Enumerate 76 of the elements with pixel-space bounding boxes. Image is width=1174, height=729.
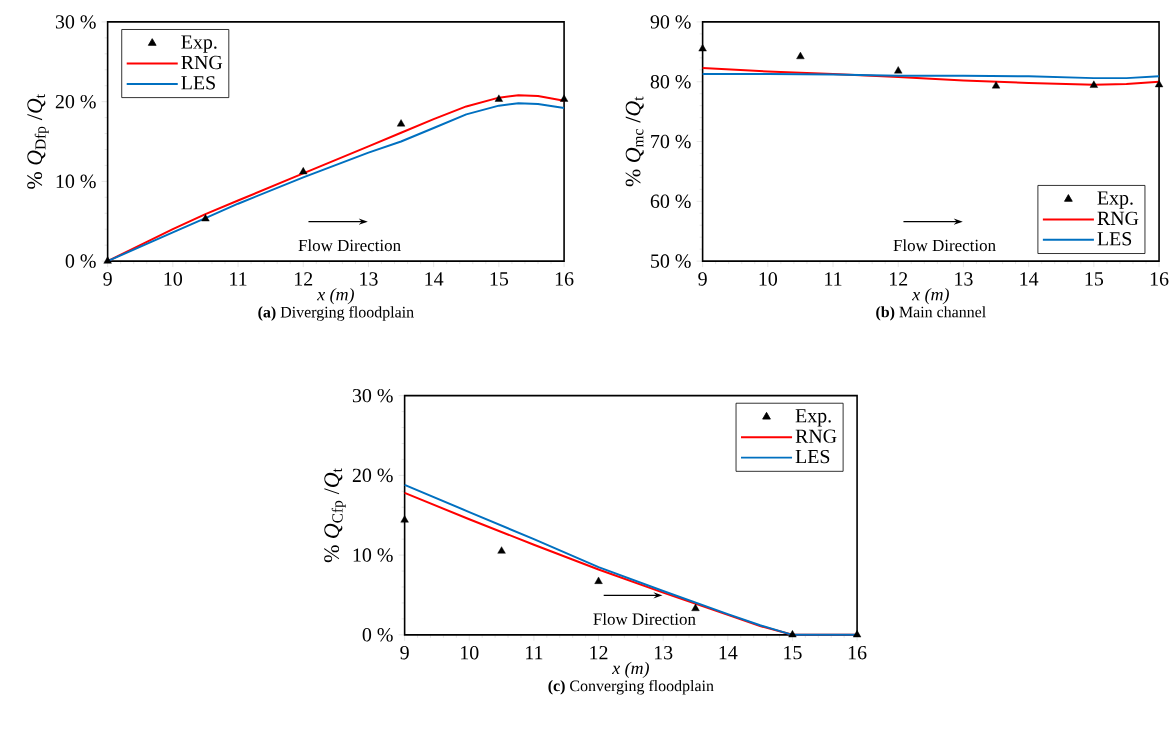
point xyxy=(299,167,308,175)
y-tick-label: 20 % xyxy=(55,95,96,109)
x-tick-label: 16 xyxy=(848,646,867,660)
x-tick-label: 13 xyxy=(360,272,378,286)
x-tick-label: 15 xyxy=(784,646,802,660)
text: (b) Main channel xyxy=(876,306,986,321)
x-tick-label: 10 xyxy=(759,272,778,286)
point xyxy=(594,576,603,585)
y-tick-label: 50 % xyxy=(651,254,691,269)
y-axis-title: % Q$_{mc}$ /Q$_{t}$ xyxy=(625,96,644,187)
point xyxy=(698,44,707,52)
legend-label: Exp. xyxy=(181,35,217,53)
x-tick-label: 15 xyxy=(490,272,509,286)
point xyxy=(103,256,112,264)
x-tick-label: 10 xyxy=(461,646,479,660)
x-tick-label: 13 xyxy=(955,272,973,286)
text: (a) Diverging floodplain xyxy=(258,306,414,322)
y-tick-label: 20 % xyxy=(352,468,393,483)
y-tick-label: 10 % xyxy=(56,174,96,189)
x-tick-label: 15 xyxy=(1085,272,1104,286)
point xyxy=(497,546,506,554)
x-axis-title: x (m) xyxy=(611,661,649,679)
point xyxy=(560,94,569,102)
x-tick-label: 11 xyxy=(825,272,842,286)
annotation: Flow Direction xyxy=(593,613,696,626)
y-tick-label: 90 % xyxy=(650,15,691,29)
x-tick-label: 14 xyxy=(1020,272,1039,286)
y-tick-label: 70 % xyxy=(651,134,691,149)
y-tick-label: 30 % xyxy=(352,389,393,403)
legend-label: LES xyxy=(1097,232,1132,246)
legend-label: Exp. xyxy=(1097,191,1133,209)
x-tick-label: 16 xyxy=(555,272,574,286)
point xyxy=(201,214,210,222)
x-tick-label: 16 xyxy=(1150,272,1169,286)
x-axis-title: x (m) xyxy=(911,288,949,305)
y-tick-label: 80 % xyxy=(650,75,691,89)
point xyxy=(400,515,409,523)
x-axis-title: x (m) xyxy=(316,288,354,305)
x-tick-label: 14 xyxy=(719,646,738,660)
point xyxy=(1154,80,1164,88)
x-tick-label: 11 xyxy=(230,272,247,286)
x-tick-label: 14 xyxy=(425,272,444,286)
legend-label: LES xyxy=(795,450,830,464)
point xyxy=(853,630,862,638)
point xyxy=(788,630,797,638)
legend-label: LES xyxy=(181,76,215,90)
x-tick-label: 10 xyxy=(164,272,183,286)
x-tick-label: 9 xyxy=(698,272,707,286)
y-axis-title: % Q$_{Dfp}$ /Q$_{t}$ xyxy=(27,94,49,190)
x-tick-label: 9 xyxy=(400,646,409,660)
legend-label: Exp. xyxy=(795,409,831,427)
y-tick-label: 0 % xyxy=(362,628,393,642)
x-tick-label: 12 xyxy=(590,646,608,660)
point xyxy=(396,119,406,127)
point xyxy=(894,66,903,74)
annotation: Flow Direction xyxy=(893,239,996,252)
point xyxy=(796,52,805,60)
y-tick-label: 10 % xyxy=(353,548,393,563)
y-axis-title: % Q$_{Cfp}$ /Q$_{t}$ xyxy=(324,468,346,563)
x-tick-label: 12 xyxy=(890,272,908,286)
x-tick-label: 12 xyxy=(295,272,313,286)
point xyxy=(991,81,1001,89)
legend-label: RNG xyxy=(795,429,837,444)
point xyxy=(494,94,503,102)
legend-label: RNG xyxy=(181,55,223,70)
x-tick-label: 9 xyxy=(103,272,112,286)
x-tick-label: 11 xyxy=(526,646,543,660)
y-tick-label: 0 % xyxy=(65,254,96,269)
text: (c) Converging floodplain xyxy=(548,680,714,695)
y-tick-label: 30 % xyxy=(55,15,96,29)
y-tick-label: 60 % xyxy=(650,194,691,209)
point xyxy=(691,604,700,612)
legend-label: RNG xyxy=(1097,211,1139,226)
x-tick-label: 13 xyxy=(654,646,673,660)
annotation: Flow Direction xyxy=(298,239,401,252)
point xyxy=(1089,80,1098,88)
